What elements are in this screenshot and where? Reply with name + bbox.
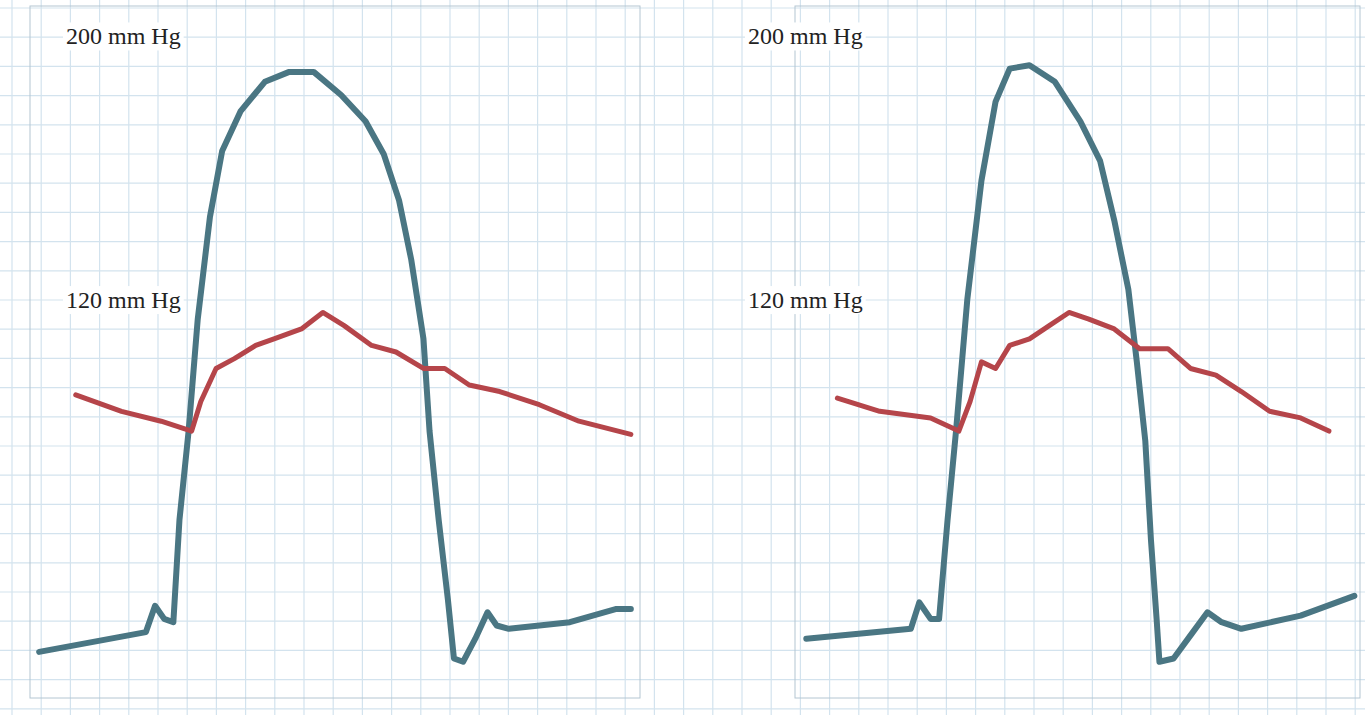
- paper-line: [508, 0, 509, 715]
- paper-line: [0, 621, 1365, 622]
- paper-line: [70, 0, 71, 715]
- paper-line: [0, 299, 1365, 300]
- paper-line: [1355, 0, 1356, 715]
- paper-line: [0, 475, 1365, 476]
- paper-line: [0, 533, 1365, 534]
- paper-line: [0, 153, 1365, 154]
- paper-line: [771, 0, 772, 715]
- label-patch: [63, 22, 184, 50]
- paper-line: [0, 591, 1365, 592]
- paper-line: [1063, 0, 1064, 715]
- plot-frame: [795, 6, 1360, 698]
- paper-line: [1296, 0, 1297, 715]
- paper-line: [0, 124, 1365, 125]
- paper-line: [0, 504, 1365, 505]
- pressure-line: [39, 72, 631, 662]
- paper-line: [0, 679, 1365, 680]
- paper-line: [1238, 0, 1239, 715]
- tick-label: 120 mm Hg: [748, 287, 863, 313]
- tick-labels: 200 mm Hg 120 mm Hg: [63, 22, 184, 314]
- graph-paper: [0, 0, 1365, 715]
- tick-label: 200 mm Hg: [748, 23, 863, 49]
- paper-line: [946, 0, 947, 715]
- pressure-line: [806, 65, 1354, 661]
- plot-area: [39, 72, 631, 662]
- paper-line: [1209, 0, 1210, 715]
- paper-line: [0, 562, 1365, 563]
- paper-line: [566, 0, 567, 715]
- paper-line: [128, 0, 129, 715]
- paper-line: [0, 37, 1365, 38]
- paper-line: [858, 0, 859, 715]
- paper-line: [0, 329, 1365, 330]
- paper-line: [41, 0, 42, 715]
- paper-line: [11, 0, 12, 715]
- paper-line: [1150, 0, 1151, 715]
- panel: 200 mm Hg 120 mm Hg: [745, 6, 1360, 698]
- paper-line: [187, 0, 188, 715]
- paper-line: [362, 0, 363, 715]
- tick-label: 120 mm Hg: [66, 287, 181, 313]
- paper-line: [1121, 0, 1122, 715]
- paper-line: [0, 416, 1365, 417]
- paper-line: [303, 0, 304, 715]
- paper-line: [0, 95, 1365, 96]
- paper-line: [479, 0, 480, 715]
- plot-frame: [30, 6, 640, 698]
- paper-line: [712, 0, 713, 715]
- label-patch: [63, 286, 184, 314]
- paper-line: [0, 358, 1365, 359]
- paper-line: [1267, 0, 1268, 715]
- paper-line: [99, 0, 100, 715]
- paper-line: [0, 66, 1365, 67]
- tick-label: 200 mm Hg: [66, 23, 181, 49]
- paper-line: [0, 212, 1365, 213]
- paper-line: [216, 0, 217, 715]
- paper-line: [741, 0, 742, 715]
- paper-line: [0, 183, 1365, 184]
- paper-line: [274, 0, 275, 715]
- paper-line: [391, 0, 392, 715]
- paper-line: [1092, 0, 1093, 715]
- paper-line: [420, 0, 421, 715]
- panel: 200 mm Hg 120 mm Hg: [30, 6, 640, 698]
- paper-line: [975, 0, 976, 715]
- paper-line: [595, 0, 596, 715]
- paper-line: [654, 0, 655, 715]
- paper-line: [333, 0, 334, 715]
- paper-line: [800, 0, 801, 715]
- pressure-line: [76, 312, 631, 434]
- paper-line: [537, 0, 538, 715]
- chart-canvas: 200 mm Hg 120 mm Hg 200 mm Hg 120 mm Hg: [0, 0, 1365, 715]
- paper-line: [683, 0, 684, 715]
- plot-area: [806, 65, 1354, 661]
- tick-labels: 200 mm Hg 120 mm Hg: [745, 22, 866, 314]
- paper-line: [887, 0, 888, 715]
- paper-line: [0, 445, 1365, 446]
- label-patch: [745, 22, 866, 50]
- paper-line: [1033, 0, 1034, 715]
- paper-line: [0, 7, 1365, 8]
- paper-line: [829, 0, 830, 715]
- label-patch: [745, 286, 866, 314]
- pressure-line: [837, 312, 1329, 431]
- paper-line: [0, 708, 1365, 709]
